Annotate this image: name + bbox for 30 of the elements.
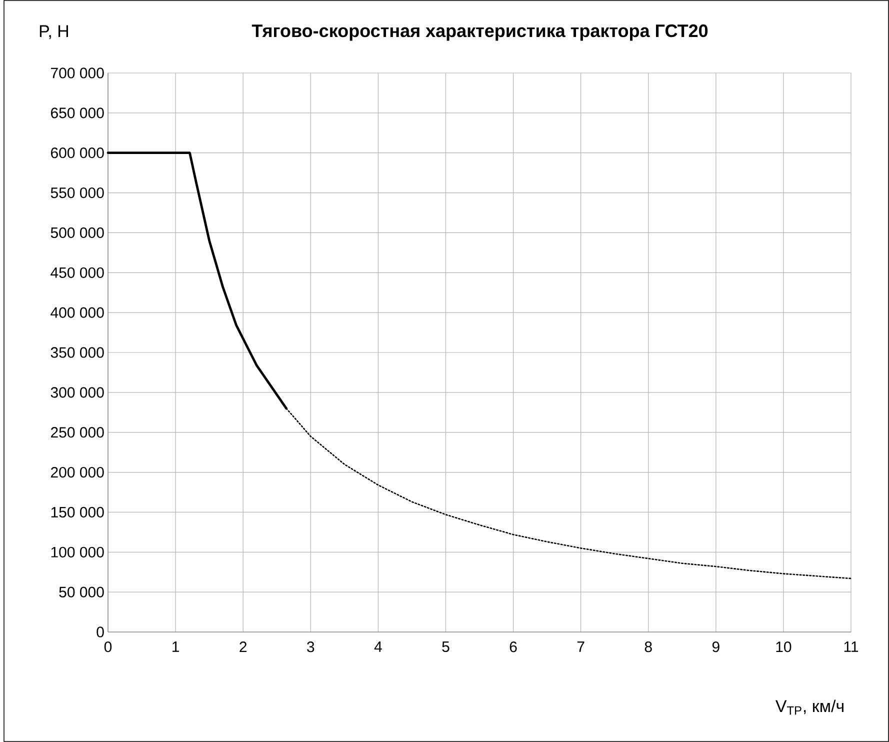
x-tick-label: 6	[510, 642, 517, 652]
x-tick-label: 10	[776, 642, 792, 652]
y-tick-label: 300 000	[50, 387, 104, 398]
x-axis-title: V$_{ТР}$, км/ч	[775, 700, 844, 715]
x-tick-label: 8	[644, 642, 652, 652]
y-tick-label: 400 000	[50, 307, 104, 318]
y-tick-label: 500 000	[50, 227, 104, 238]
x-tick-label: 1	[172, 642, 179, 652]
y-tick-label: 550 000	[50, 187, 104, 198]
y-tick-label: 350 000	[50, 347, 104, 358]
y-tick-label: 200 000	[51, 466, 104, 478]
y-tick-label: 250 000	[51, 427, 104, 438]
x-tick-label: 0	[104, 642, 112, 652]
y-tick-label: 600 000	[51, 148, 104, 158]
x-tick-label: 3	[307, 642, 314, 652]
x-tick-label: 9	[712, 642, 720, 652]
y-tick-label: 50 000	[59, 586, 104, 598]
y-axis-title: P, Н	[40, 25, 68, 40]
y-tick-label: 450 000	[50, 267, 104, 278]
y-tick-label: 100 000	[51, 546, 104, 558]
x-tick-label: 4	[374, 642, 382, 652]
y-tick-label: 0	[96, 626, 104, 638]
x-tick-label: 7	[577, 642, 584, 652]
chart-title: Тягово-скоростная характеристика трактора ГСТ20	[252, 24, 708, 41]
x-tick-label: 11	[844, 642, 858, 652]
y-tick-label: 700 000	[51, 68, 104, 78]
y-tick-label: 650 000	[51, 108, 104, 118]
x-tick-label: 2	[240, 642, 247, 652]
y-tick-label: 150 000	[51, 506, 104, 518]
x-tick-label: 5	[442, 642, 450, 652]
